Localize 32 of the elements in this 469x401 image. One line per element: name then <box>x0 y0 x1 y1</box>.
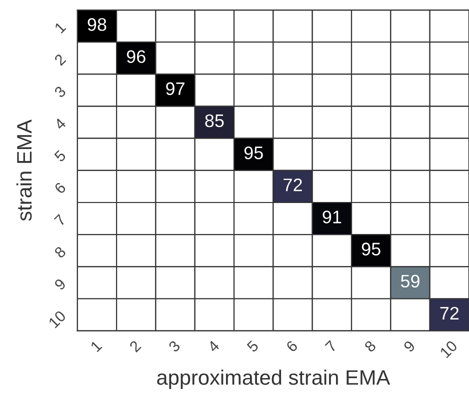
data-label: 91 <box>322 210 342 224</box>
data-label: 96 <box>126 50 146 63</box>
y-tick-label: 7 <box>54 214 66 226</box>
x-axis-title: approximated strain EMA <box>157 370 390 389</box>
x-tick-label: 1 <box>90 340 102 352</box>
data-label: 95 <box>244 146 263 160</box>
y-tick-label: 1 <box>54 21 66 34</box>
x-tick-label: 8 <box>364 340 377 353</box>
y-tick-label: 2 <box>54 53 66 66</box>
data-label: 85 <box>205 114 224 128</box>
data-label: 97 <box>166 82 184 96</box>
y-tick-label: 10 <box>48 310 66 328</box>
x-tick-label: 4 <box>207 340 220 353</box>
data-label: 72 <box>440 306 459 320</box>
x-tick-label: 10 <box>439 340 458 358</box>
y-tick-label: 5 <box>54 150 66 162</box>
data-label: 98 <box>88 18 106 31</box>
y-tick-label: 6 <box>54 182 66 194</box>
x-tick-label: 3 <box>168 340 181 353</box>
x-tick-label: 2 <box>128 340 142 352</box>
data-label: 95 <box>362 242 380 256</box>
x-tick-label: 5 <box>246 340 260 353</box>
y-tick-label: 9 <box>54 278 66 291</box>
x-tick-label: 6 <box>286 340 298 353</box>
data-label: 72 <box>284 178 302 192</box>
x-tick-label: 9 <box>403 340 416 353</box>
x-tick-label: 7 <box>324 340 338 352</box>
y-axis-title: strain EMA <box>16 120 32 221</box>
data-label: 59 <box>400 274 420 288</box>
y-tick-label: 3 <box>54 85 66 98</box>
y-tick-label: 4 <box>54 117 66 130</box>
y-tick-label: 8 <box>54 246 66 259</box>
